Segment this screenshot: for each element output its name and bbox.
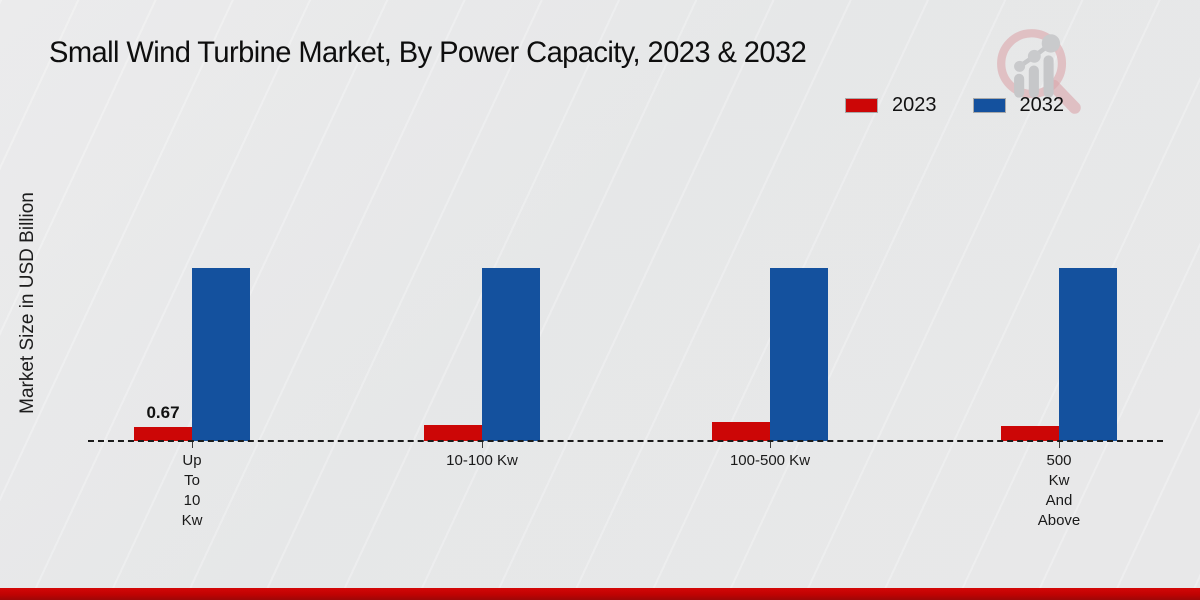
legend-item-2032: 2032 — [972, 94, 1065, 117]
legend-swatch-2023 — [845, 98, 878, 113]
bar-2032-up-to-10-kw — [192, 268, 250, 441]
x-axis-label-10-100-kw: 10-100 Kw — [446, 452, 518, 469]
legend-item-2023: 2023 — [845, 94, 937, 117]
bar-2023-500-kw-and-above — [1001, 426, 1059, 441]
chart-title: Small Wind Turbine Market, By Power Capa… — [49, 36, 807, 69]
magnifier-bar-chart-logo-icon — [997, 29, 1081, 114]
x-axis-label-500-kw-and-above: 500 Kw And Above — [1037, 452, 1081, 529]
bar-2023-up-to-10-kw — [134, 427, 192, 441]
x-axis-baseline — [88, 440, 1163, 442]
bar-2032-10-100-kw — [482, 268, 540, 441]
x-axis-tick-500-kw-and-above — [1059, 442, 1060, 448]
x-axis-tick-100-500-kw — [770, 442, 771, 448]
bar-2023-10-100-kw — [424, 425, 482, 441]
data-label-2023-up-to-10-kw: 0.67 — [146, 403, 180, 422]
legend: 2023 2032 — [845, 94, 1064, 117]
bar-2032-100-500-kw — [770, 268, 828, 441]
x-axis-label-up-to-10-kw: Up To 10 Kw — [181, 452, 203, 529]
legend-label-2032: 2032 — [1019, 94, 1065, 116]
bar-2032-500-kw-and-above — [1059, 268, 1117, 441]
footer-accent-bar — [0, 588, 1200, 600]
x-axis-label-100-500-kw: 100-500 Kw — [729, 452, 811, 469]
x-axis-tick-up-to-10-kw — [192, 442, 193, 448]
legend-swatch-2032 — [972, 98, 1006, 113]
bar-2023-100-500-kw — [712, 422, 770, 441]
x-axis-tick-10-100-kw — [482, 442, 483, 448]
y-axis-label: Market Size in USD Billion — [17, 192, 38, 414]
legend-label-2023: 2023 — [892, 94, 937, 116]
